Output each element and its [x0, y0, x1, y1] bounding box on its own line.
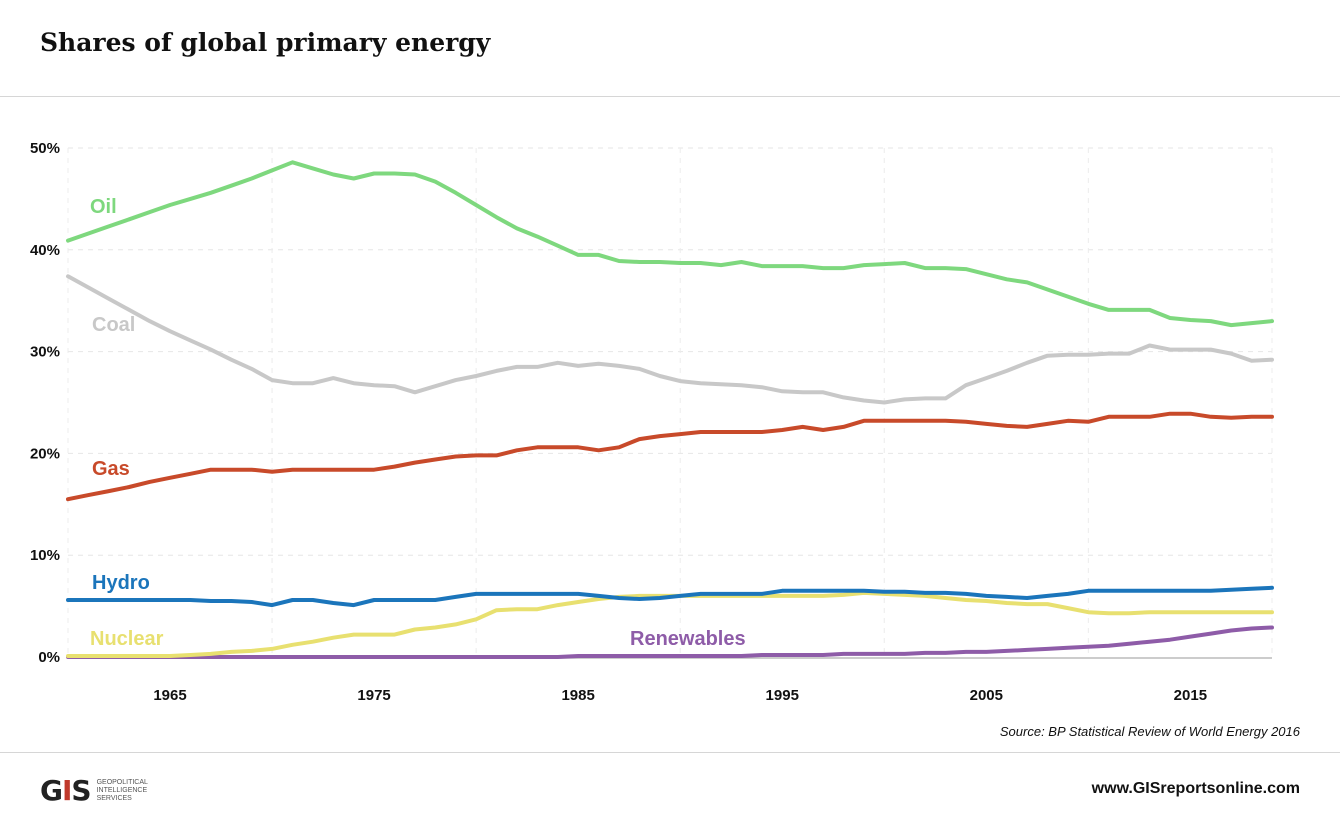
x-tick-label: 1985	[561, 687, 594, 704]
series-line-hydro	[66, 585, 1274, 608]
gis-logo: GIS GEOPOLITICAL INTELLIGENCE SERVICES	[40, 774, 148, 808]
x-tick-label: 1965	[153, 687, 186, 704]
series-label-nuclear: Nuclear	[90, 628, 164, 650]
x-tick-label: 2015	[1174, 687, 1207, 704]
y-tick-label: 50%	[30, 140, 60, 157]
y-tick-label: 30%	[30, 344, 60, 361]
series-label-oil: Oil	[90, 196, 117, 218]
series-label-renewables: Renewables	[630, 628, 746, 650]
y-tick-label: 0%	[38, 649, 60, 666]
y-tick-label: 10%	[30, 547, 60, 564]
x-tick-label: 2005	[970, 687, 1003, 704]
series-label-hydro: Hydro	[92, 572, 150, 594]
series-line-oil	[66, 160, 1274, 328]
logo-mark: GIS	[40, 774, 92, 807]
header-divider	[0, 96, 1340, 97]
source-note: Source: BP Statistical Review of World E…	[999, 724, 1300, 739]
x-tick-label: 1975	[357, 687, 390, 704]
logo-text: GEOPOLITICAL INTELLIGENCE SERVICES	[96, 779, 148, 802]
y-axis: 0% 10% 20% 30% 40% 50%	[30, 140, 60, 666]
series-label-coal: Coal	[92, 314, 135, 336]
series-line-renewables	[66, 625, 1274, 659]
chart-grid	[67, 147, 1273, 657]
series-label-gas: Gas	[92, 458, 130, 480]
series-line-coal	[66, 274, 1274, 405]
series-lines	[66, 160, 1274, 659]
x-axis: 1965 1975 1985 1995 2005 2015	[153, 687, 1207, 704]
series-line-gas	[66, 411, 1274, 502]
chart-title: Shares of global primary energy	[40, 28, 491, 57]
series-labels: Oil Coal Gas Hydro Nuclear Renewables	[90, 196, 746, 650]
x-tick-label: 1995	[766, 687, 799, 704]
y-tick-label: 20%	[30, 445, 60, 462]
footer-divider	[0, 752, 1340, 753]
website-link[interactable]: www.GISreportsonline.com	[1091, 780, 1300, 797]
y-tick-label: 40%	[30, 242, 60, 259]
